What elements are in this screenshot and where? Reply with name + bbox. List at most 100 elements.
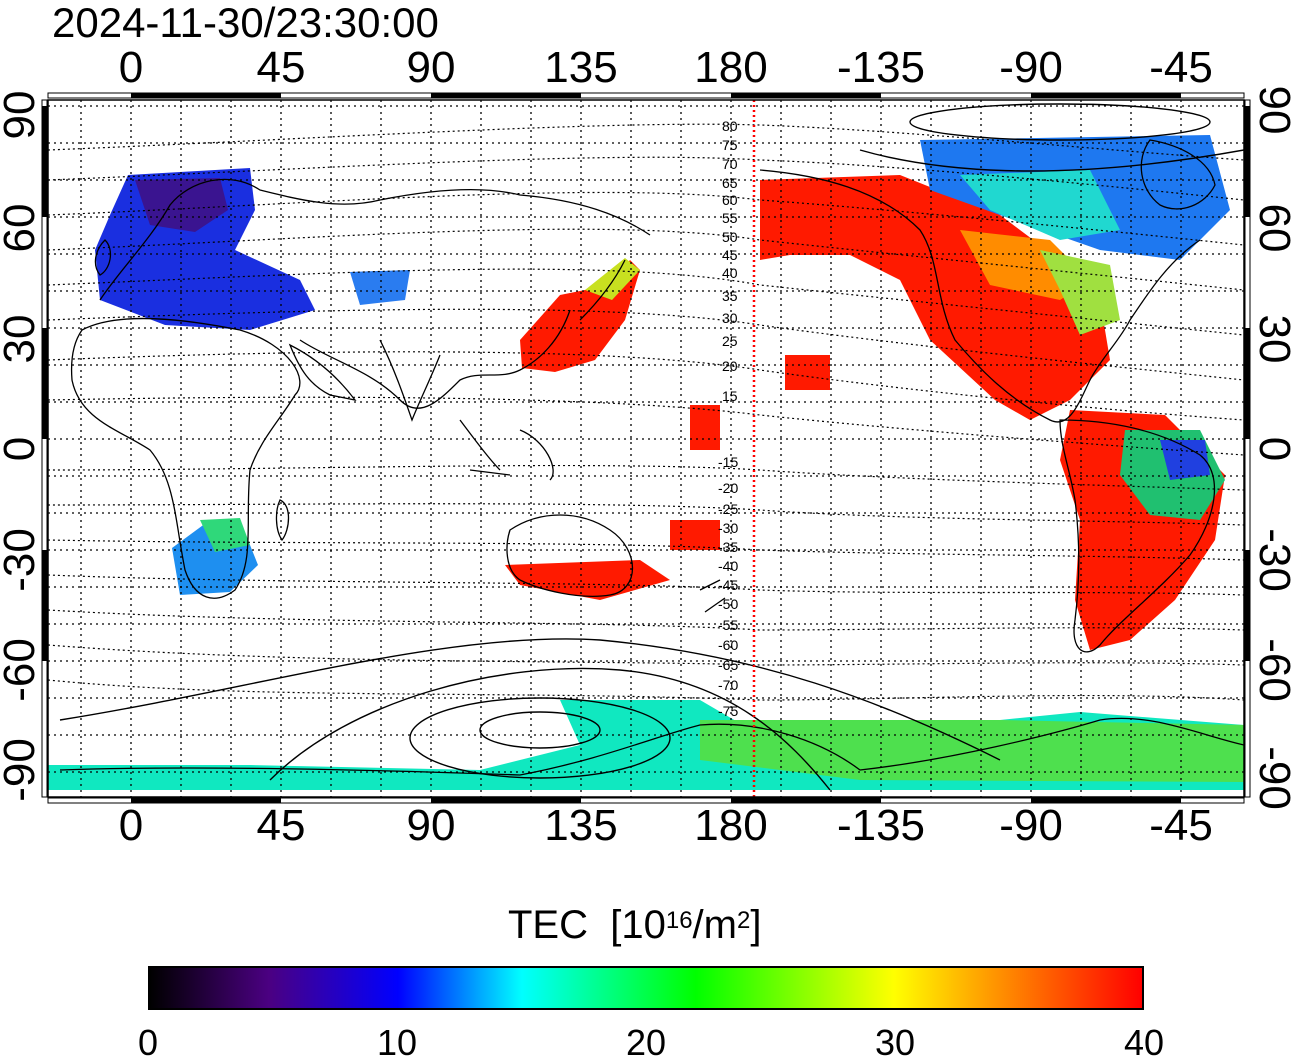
tec-russia-patch xyxy=(350,270,410,305)
coast-newzealand xyxy=(699,579,726,613)
south-pole-oval xyxy=(409,697,671,779)
contour-label: 40 xyxy=(722,265,738,281)
contour-label: 50 xyxy=(722,229,738,245)
coast-asia-south xyxy=(299,309,571,409)
bottom-tick: -90 xyxy=(999,801,1063,850)
contour-label: 65 xyxy=(722,175,738,191)
colorbar xyxy=(148,966,1144,1010)
contour-labels-south: -15 -20 -25 -30 -35 -40 -45 -50 -55 -60 … xyxy=(718,454,738,719)
south-pole-arc xyxy=(59,638,1001,761)
contour-label: 75 xyxy=(722,137,738,153)
contour-label: 60 xyxy=(722,192,738,208)
frame-ticks xyxy=(41,92,1251,804)
contour-curve xyxy=(48,228,1244,291)
frame-bar-top xyxy=(47,92,1245,99)
coast-africa xyxy=(70,317,301,599)
contour-label: -50 xyxy=(718,596,738,612)
contour-label: -45 xyxy=(718,577,738,593)
frame-bar-bottom xyxy=(47,797,1245,804)
top-tick: -90 xyxy=(999,43,1063,92)
map-frame xyxy=(47,99,1245,798)
contour-label: -35 xyxy=(718,539,738,555)
tec-scandinavia-low xyxy=(135,178,228,232)
colorbar-unit-suffix: ] xyxy=(750,903,762,947)
magnetic-contours xyxy=(48,123,1244,701)
frame-bar-right xyxy=(1244,99,1251,798)
coast-antarctica xyxy=(59,717,1244,776)
contour-label: -55 xyxy=(718,617,738,633)
contour-label: -15 xyxy=(718,454,738,470)
bottom-tick: 0 xyxy=(118,801,144,850)
bottom-tick: -135 xyxy=(836,801,926,850)
coast-australia xyxy=(506,514,633,597)
contour-label: 55 xyxy=(722,210,738,226)
contour-curve xyxy=(48,156,1244,201)
coast-arabia xyxy=(288,343,357,401)
bottom-tick: -45 xyxy=(1149,801,1213,850)
coast-namerica xyxy=(759,169,1201,423)
coast-uk xyxy=(94,239,112,276)
top-tick: 90 xyxy=(406,43,456,92)
frame-bar-bottom-seg xyxy=(431,798,581,803)
colorbar-unit-exp2: 2 xyxy=(736,907,751,934)
top-tick: 135 xyxy=(544,43,618,92)
contour-label: 15 xyxy=(722,388,738,404)
colorbar-tick: 30 xyxy=(874,1022,916,1063)
colorbar-unit-mid: /m xyxy=(692,903,737,947)
coast-europe xyxy=(99,178,651,301)
contour-label: -65 xyxy=(718,657,738,673)
tec-japan-yellow xyxy=(585,258,640,300)
colorbar-label: TEC xyxy=(508,903,588,947)
frame-bar-top-seg xyxy=(431,93,581,98)
tec-africa-south-green xyxy=(200,518,250,552)
contour-label: -30 xyxy=(718,520,738,536)
frame-bar-top-seg xyxy=(131,93,281,98)
colorbar-tick: 10 xyxy=(376,1022,418,1063)
contour-label: -60 xyxy=(718,637,738,653)
north-pole-oval xyxy=(909,103,1211,141)
coast-greenland xyxy=(1140,139,1216,210)
colorbar-title: TEC [1016/m2] xyxy=(508,903,761,947)
tec-data-patches xyxy=(48,135,1244,790)
south-pole-oval xyxy=(479,711,601,749)
contour-curve xyxy=(48,503,1244,526)
top-tick: -135 xyxy=(836,43,926,92)
contour-label: -20 xyxy=(718,480,738,496)
contour-curve xyxy=(48,123,1244,161)
contour-curve xyxy=(48,464,1244,491)
coastlines xyxy=(59,139,1244,776)
map-layer xyxy=(48,100,1244,797)
frame-bar-right-seg xyxy=(1245,106,1250,217)
coast-india xyxy=(379,339,441,422)
frame-bar-left-seg xyxy=(42,550,47,661)
colorbar-tick: 0 xyxy=(137,1022,159,1063)
frame-bar-left-seg xyxy=(42,106,47,217)
frame-bar-left xyxy=(41,99,48,798)
colorbar-unit-exp1: 16 xyxy=(665,907,693,934)
north-pole-arc xyxy=(859,149,1244,172)
bottom-tick: 180 xyxy=(694,801,768,850)
top-tick: 180 xyxy=(694,43,768,92)
frame-bar-top-seg xyxy=(1031,93,1181,98)
frame-bar-bottom-seg xyxy=(131,798,281,803)
bottom-tick: 90 xyxy=(406,801,456,850)
tec-pacific-patch-2 xyxy=(670,520,720,550)
frame-bar-bottom-seg xyxy=(1031,798,1181,803)
contour-label: 45 xyxy=(722,247,738,263)
colorbar-tick: 40 xyxy=(1123,1022,1165,1063)
tec-namerica-patch xyxy=(760,175,1110,420)
contour-curve xyxy=(48,609,1244,631)
contour-label: 25 xyxy=(722,333,738,349)
contour-curve xyxy=(48,351,1244,421)
contour-labels-north: 80 75 70 65 60 55 50 45 40 35 30 25 20 1… xyxy=(722,118,738,404)
contour-curve xyxy=(48,268,1244,336)
south-pole-arc xyxy=(269,667,831,791)
contour-label: 70 xyxy=(722,156,738,172)
contour-curve xyxy=(48,308,1244,381)
grid-lines xyxy=(48,100,1244,797)
colorbar-unit-prefix: [10 xyxy=(610,903,666,947)
tec-pacific-patch xyxy=(785,355,830,390)
top-tick: -45 xyxy=(1149,43,1213,92)
coast-samerica xyxy=(1059,419,1216,653)
